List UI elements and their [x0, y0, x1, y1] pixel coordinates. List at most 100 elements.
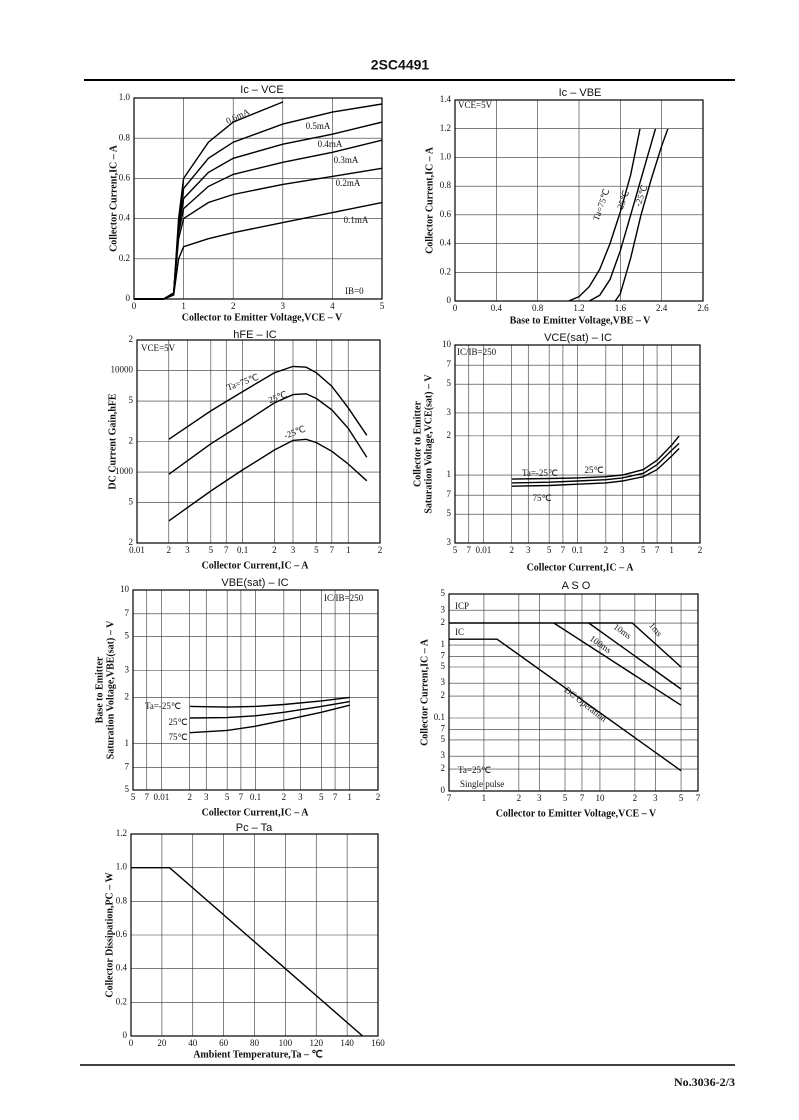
- y-tick-label: 2: [441, 690, 446, 700]
- page-title: 2SC4491: [371, 57, 430, 73]
- x-tick-label: 3: [291, 545, 296, 555]
- x-tick-label: 7: [447, 793, 452, 803]
- y-tick-label: 0.4: [116, 963, 128, 973]
- x-tick-label: 5: [547, 545, 552, 555]
- y-tick-label: 0: [126, 293, 131, 303]
- y-tick-label: 10000: [111, 365, 134, 375]
- curve: [511, 435, 680, 480]
- annotation: IC/IB=250: [457, 347, 497, 357]
- y-tick-label: 7: [125, 762, 130, 772]
- annotation: VCE=5V: [141, 343, 176, 353]
- x-tick-label: 40: [188, 1038, 198, 1048]
- annotation: IC: [455, 627, 464, 637]
- x-tick-label: 7: [467, 545, 472, 555]
- y-axis-label: Saturation Voltage,VBE(sat) – V: [105, 620, 116, 759]
- x-tick-label: 7: [145, 792, 150, 802]
- x-tick-label: 2: [187, 792, 192, 802]
- chart-title: Ic – VCE: [240, 84, 283, 96]
- y-tick-label: 1.4: [440, 94, 452, 104]
- x-tick-label: 160: [371, 1038, 385, 1048]
- curve-label: 0.4mA: [318, 139, 343, 149]
- curve: [189, 696, 350, 708]
- curve: [588, 128, 657, 302]
- y-axis-label: Collector Current,IC – A: [424, 146, 435, 254]
- curve: [168, 393, 368, 475]
- y-tick-label: 3: [447, 537, 452, 547]
- curve: [189, 700, 350, 719]
- curve: [553, 622, 682, 706]
- plot-frame: [130, 833, 379, 1037]
- y-tick-label: 5: [447, 508, 452, 518]
- y-axis-label: Collector Current,IC – A: [108, 144, 119, 252]
- x-tick-label: 100: [279, 1038, 293, 1048]
- x-tick-label: 3: [537, 793, 542, 803]
- chart-title: VBE(sat) – IC: [221, 577, 288, 589]
- y-tick-label: 5: [125, 784, 130, 794]
- curve: [588, 622, 682, 690]
- x-tick-label: 0.1: [237, 545, 248, 555]
- x-tick-label: 0: [129, 1038, 134, 1048]
- annotation: VCE=5V: [458, 100, 493, 110]
- x-tick-label: 4: [330, 301, 335, 311]
- x-tick-label: 0.01: [475, 545, 491, 555]
- annotation: ICP: [455, 601, 469, 611]
- y-tick-label: 1.0: [440, 151, 452, 161]
- x-axis-label: Collector to Emitter Voltage,VCE – V: [496, 808, 657, 819]
- x-tick-label: 1: [669, 545, 674, 555]
- curve: [134, 167, 383, 300]
- curve-label: Ta=-25℃: [522, 468, 558, 478]
- x-tick-label: 120: [310, 1038, 324, 1048]
- y-tick-label: 1: [441, 639, 446, 649]
- y-tick-label: 7: [447, 489, 452, 499]
- curve: [614, 128, 669, 302]
- y-axis-label: Base to Emitter: [94, 656, 105, 723]
- x-axis-label: Collector Current,IC – A: [202, 807, 310, 818]
- y-tick-label: 7: [441, 650, 446, 660]
- x-tick-label: 3: [281, 301, 286, 311]
- y-tick-label: 0.4: [119, 213, 131, 223]
- y-tick-label: 2: [129, 334, 134, 344]
- curve-label: Ta=-25℃: [145, 701, 181, 711]
- x-tick-label: 0.01: [129, 545, 145, 555]
- x-tick-label: 3: [653, 793, 658, 803]
- x-tick-label: 2: [604, 545, 609, 555]
- x-tick-label: 10: [595, 793, 605, 803]
- curve-label: 0.5mA: [306, 121, 331, 131]
- x-tick-label: 5: [225, 792, 230, 802]
- x-axis-label: Ambient Temperature,Ta – ℃: [193, 1049, 323, 1060]
- y-tick-label: 0.8: [116, 895, 128, 905]
- x-tick-label: 2: [376, 792, 381, 802]
- x-tick-label: 2: [378, 545, 383, 555]
- x-tick-label: 60: [219, 1038, 229, 1048]
- curve: [134, 201, 383, 300]
- y-tick-label: 3: [441, 677, 446, 687]
- y-tick-label: 7: [441, 723, 446, 733]
- curve: [449, 622, 682, 668]
- x-tick-label: 2: [509, 545, 514, 555]
- x-tick-label: 0.1: [250, 792, 261, 802]
- x-tick-label: 1: [181, 301, 186, 311]
- y-tick-label: 5: [441, 734, 446, 744]
- chart-title: VCE(sat) – IC: [544, 332, 612, 344]
- x-tick-label: 1.6: [615, 303, 627, 313]
- x-tick-label: 5: [209, 545, 214, 555]
- x-tick-label: 7: [239, 792, 244, 802]
- y-tick-label: 2: [129, 537, 134, 547]
- y-tick-label: 10: [442, 339, 452, 349]
- x-tick-label: 7: [561, 545, 566, 555]
- y-tick-label: 1: [125, 738, 130, 748]
- x-axis-label: Collector Current,IC – A: [202, 560, 310, 571]
- y-tick-label: 3: [441, 604, 446, 614]
- y-tick-label: 2: [441, 763, 446, 773]
- x-axis-label: Collector to Emitter Voltage,VCE – V: [182, 312, 343, 323]
- curve: [511, 442, 680, 484]
- x-tick-label: 2: [282, 792, 287, 802]
- curve: [131, 867, 364, 1037]
- x-tick-label: 1.2: [573, 303, 584, 313]
- y-tick-label: 0: [447, 295, 452, 305]
- x-tick-label: 5: [131, 792, 136, 802]
- chart-title: hFE – IC: [233, 329, 276, 341]
- y-tick-label: 0: [441, 785, 446, 795]
